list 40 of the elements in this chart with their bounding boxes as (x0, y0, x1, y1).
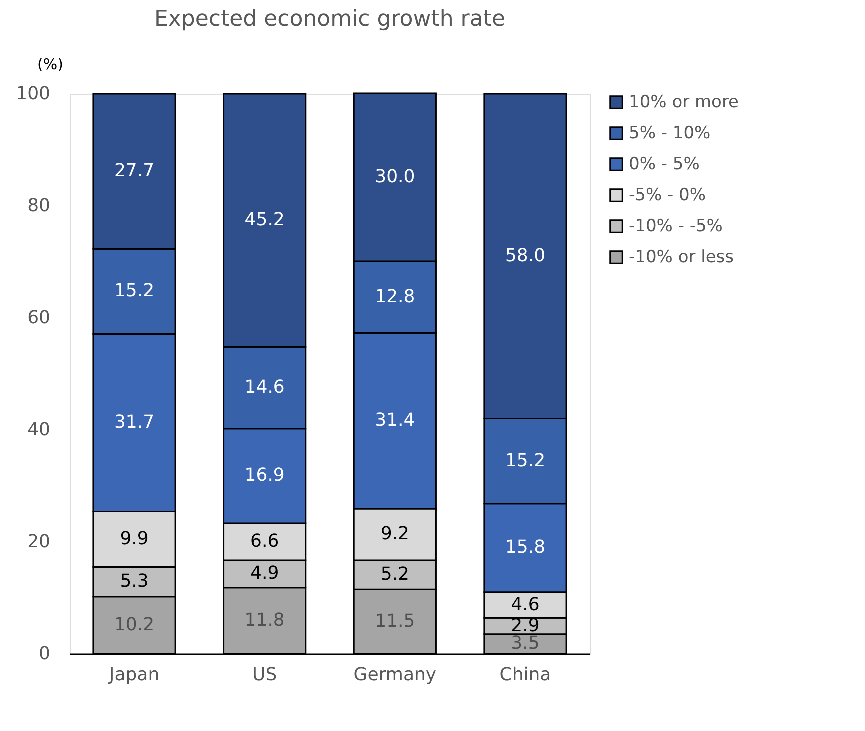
data-label: 45.2 (244, 210, 285, 231)
x-tick-label: US (252, 664, 278, 686)
y-tick-label: 20 (28, 532, 50, 552)
data-label: 30.0 (375, 166, 416, 188)
y-tick-label: 80 (28, 196, 50, 216)
legend-label: -5% - 0% (629, 186, 706, 206)
data-label: 12.8 (375, 286, 416, 308)
data-label: 6.6 (250, 531, 280, 552)
data-label: 15.2 (505, 450, 546, 472)
data-label: 15.2 (114, 280, 155, 302)
legend-label: -10% - -5% (629, 216, 723, 236)
x-tick-label: Germany (354, 664, 437, 686)
legend-label: 10% or more (629, 92, 740, 112)
data-label: 16.9 (244, 465, 285, 486)
data-label: 4.9 (250, 563, 280, 584)
legend-label: -10% or less (629, 248, 734, 268)
data-label: 14.6 (244, 377, 285, 398)
data-label: 9.2 (380, 524, 410, 545)
y-tick-label: 40 (28, 420, 50, 440)
chart-title: Expected economic growth rate (154, 7, 506, 32)
legend-label: 5% - 10% (629, 124, 711, 144)
data-label: 5.3 (120, 571, 149, 592)
data-label: 15.8 (505, 537, 546, 558)
y-tick-label: 0 (39, 644, 50, 664)
legend-label: 0% - 5% (629, 154, 700, 174)
data-label: 5.2 (380, 564, 410, 586)
x-tick-label: Japan (108, 664, 160, 686)
data-label: 31.7 (114, 412, 155, 433)
data-label: 31.4 (375, 410, 416, 432)
data-label: 58.0 (505, 245, 546, 266)
x-tick-label: China (500, 664, 552, 686)
data-label: 4.6 (511, 594, 540, 616)
data-label: 10.2 (114, 614, 155, 636)
y-tick-label: 100 (16, 84, 50, 104)
y-axis-title: (%) (38, 56, 64, 74)
data-label: 11.5 (375, 610, 416, 632)
data-label: 27.7 (114, 160, 155, 182)
data-label: 11.8 (244, 610, 285, 631)
y-tick-label: 60 (28, 308, 50, 328)
data-label: 9.9 (120, 528, 149, 550)
